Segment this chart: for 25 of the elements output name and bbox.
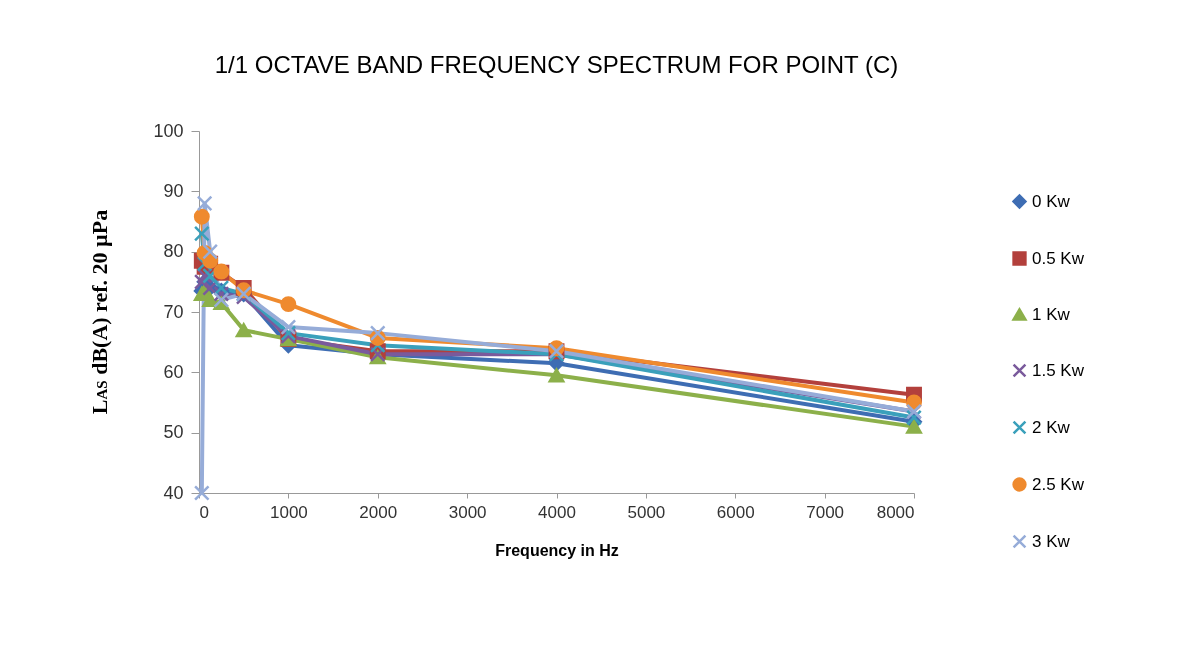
chart-title: 1/1 OCTAVE BAND FREQUENCY SPECTRUM FOR POINT (C) bbox=[214, 51, 899, 78]
x-tick-label: 2000 bbox=[359, 502, 398, 522]
x-tick-label: 1000 bbox=[269, 502, 308, 522]
legend-label: 0.5 Kw bbox=[1032, 248, 1085, 268]
x-tick-label: 3000 bbox=[448, 502, 487, 522]
legend-label: 1.5 Kw bbox=[1032, 360, 1085, 380]
x-axis-title: Frequency in Hz bbox=[495, 541, 619, 559]
x-tick-label: 4000 bbox=[538, 502, 576, 522]
y-tick-label: 50 bbox=[163, 422, 184, 443]
y-tick-label: 40 bbox=[163, 482, 184, 503]
x-tick-label: 6000 bbox=[716, 502, 755, 522]
y-tick-label: 100 bbox=[153, 120, 184, 141]
x-tick-label: 0 bbox=[199, 502, 209, 522]
legend-label: 3 Kw bbox=[1032, 531, 1071, 551]
x-tick-label: 8000 bbox=[876, 502, 915, 522]
legend-label: 2.5 Kw bbox=[1032, 474, 1085, 494]
y-tick-label: 60 bbox=[163, 361, 184, 382]
y-tick-label: 80 bbox=[163, 241, 184, 262]
y-tick-label: 90 bbox=[163, 180, 184, 201]
x-tick-label: 5000 bbox=[627, 502, 666, 522]
legend-label: 2 Kw bbox=[1032, 417, 1071, 437]
y-tick-label: 70 bbox=[163, 301, 184, 322]
legend-label: 1 Kw bbox=[1032, 304, 1071, 324]
x-tick-label: 7000 bbox=[806, 502, 845, 522]
legend-label: 0 Kw bbox=[1032, 191, 1071, 211]
